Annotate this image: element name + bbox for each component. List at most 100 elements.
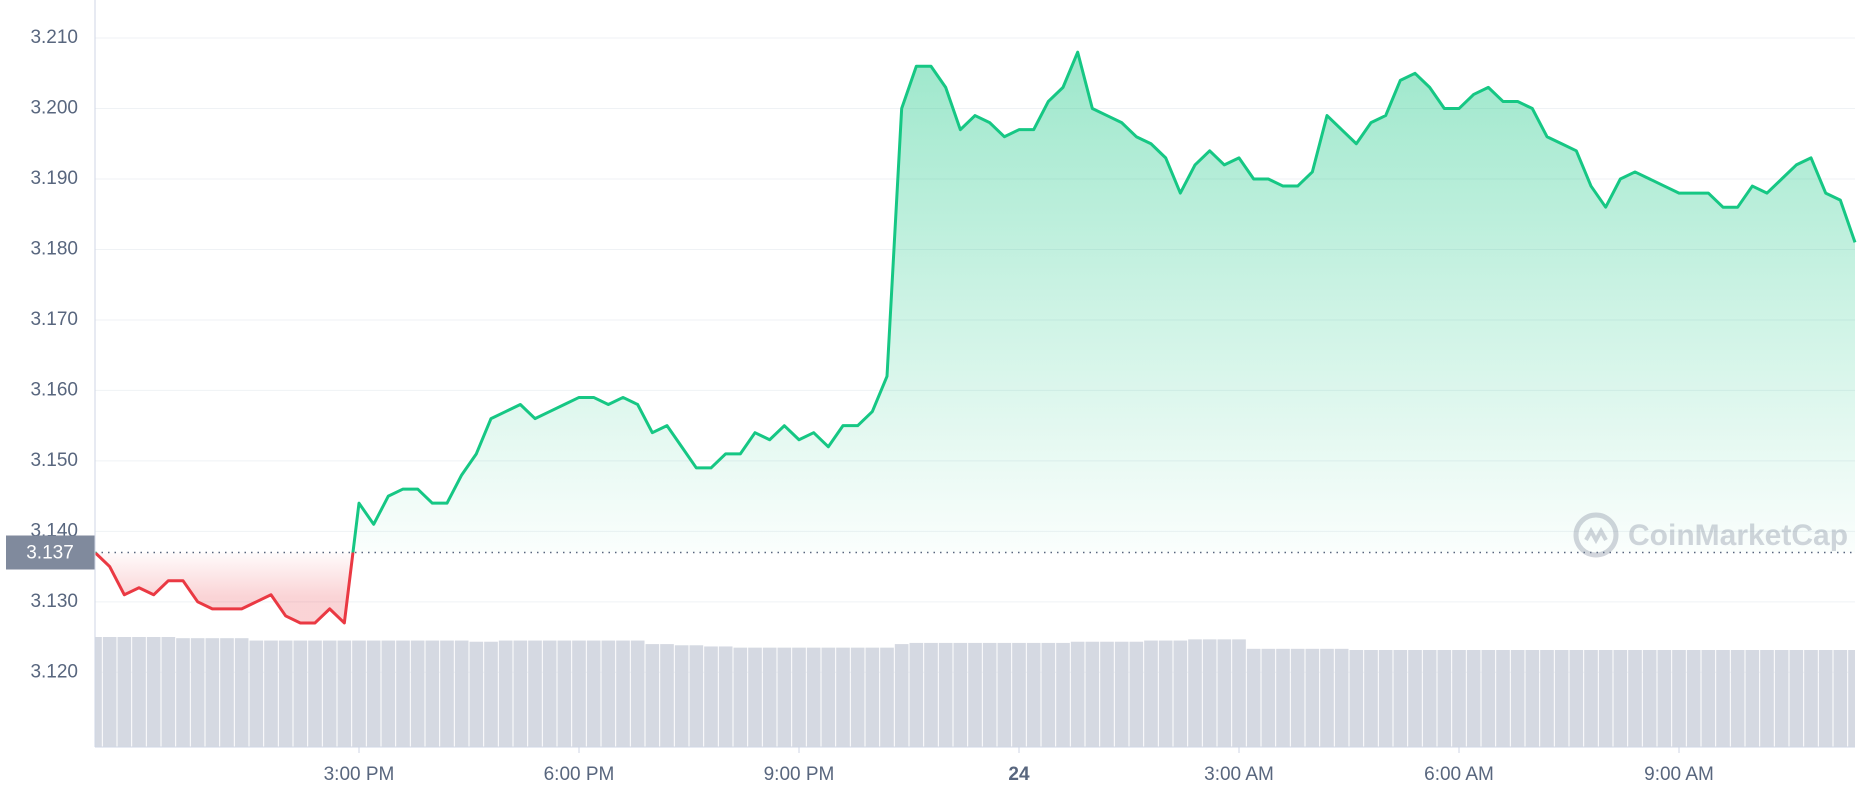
volume-bar [718, 646, 733, 747]
volume-bar [924, 642, 938, 747]
volume-bar [806, 647, 821, 747]
volume-bar [821, 647, 836, 747]
volume-bar [1496, 650, 1510, 747]
volume-bar [1408, 650, 1422, 747]
volume-bar [1246, 648, 1261, 747]
volume-bar [1613, 650, 1628, 747]
volume-bar [454, 640, 469, 747]
y-tick-label: 3.150 [30, 450, 78, 471]
volume-bar [748, 647, 762, 747]
volume-bar [220, 638, 234, 747]
volume-bar [513, 640, 528, 747]
y-tick-label: 3.170 [30, 309, 78, 330]
volume-bar [381, 640, 396, 747]
volume-bar [586, 640, 601, 747]
watermark-logo [1573, 512, 1619, 558]
volume-bar [176, 638, 190, 747]
volume-bar [1818, 650, 1833, 747]
volume-bar [1554, 650, 1569, 747]
volume-bar [1217, 639, 1232, 747]
volume-bar [1422, 650, 1437, 747]
volume-bar [997, 642, 1012, 747]
y-tick-label: 3.200 [30, 98, 78, 119]
volume-bar [674, 645, 689, 747]
volume-bar [645, 644, 660, 747]
volume-bar [1202, 639, 1217, 747]
volume-bar [1334, 648, 1349, 747]
volume-bar [601, 640, 616, 747]
volume-bar [1789, 650, 1804, 747]
volume-bar [557, 640, 572, 747]
volume-bar [337, 640, 352, 747]
volume-bar [660, 644, 674, 747]
volume-bar [894, 644, 909, 747]
volume-bar [792, 647, 806, 747]
volume-bar [1114, 641, 1129, 747]
volume-bar [762, 647, 777, 747]
volume-bar [117, 637, 132, 747]
volume-bar [1510, 650, 1525, 747]
volume-bar [1041, 642, 1056, 747]
volume-bar [1584, 650, 1598, 747]
volume-bar [440, 640, 454, 747]
volume-bar [1540, 650, 1554, 747]
volume-bar [1232, 639, 1246, 747]
volume-bar [1100, 641, 1114, 747]
volume-bar [1466, 650, 1481, 747]
volume-bar [1393, 650, 1408, 747]
volume-bar [777, 647, 792, 747]
volume-bar [498, 640, 513, 747]
volume-bar [161, 637, 176, 747]
volume-bar [1833, 650, 1848, 747]
volume-bar [1686, 650, 1701, 747]
volume-bar [205, 638, 220, 747]
x-tick-label: 3:00 AM [1204, 764, 1274, 785]
volume-bar [1569, 650, 1584, 747]
volume-bar [484, 641, 498, 747]
volume-bar [1481, 650, 1496, 747]
volume-bar [95, 637, 102, 747]
volume-bar [836, 647, 850, 747]
volume-bar [132, 637, 146, 747]
y-tick-label: 3.120 [30, 661, 78, 682]
volume-bar [1056, 642, 1070, 747]
volume-bar [425, 640, 440, 747]
volume-bar [410, 640, 425, 747]
volume-bar [704, 646, 718, 747]
x-tick-label: 9:00 PM [764, 764, 835, 785]
volume-bar [366, 640, 381, 747]
volume-bar [146, 637, 161, 747]
x-tick-label: 6:00 PM [544, 764, 615, 785]
price-area [95, 52, 1855, 623]
volume-bar [630, 640, 645, 747]
volume-bar [1290, 648, 1305, 747]
y-tick-label: 3.160 [30, 379, 78, 400]
volume-bar [528, 640, 542, 747]
volume-bar [968, 642, 982, 747]
volume-bar [1628, 650, 1642, 747]
volume-bar [1716, 650, 1730, 747]
price-line [93, 50, 1857, 625]
volume-bar [1774, 650, 1789, 747]
volume-bar [352, 640, 366, 747]
baseline-label: 3.137 [26, 543, 74, 564]
baseline-label-box [6, 535, 95, 570]
volume-bar [850, 647, 865, 747]
volume-bar [278, 640, 293, 747]
x-tick-label: 3:00 PM [324, 764, 395, 785]
volume-bar [1320, 648, 1334, 747]
volume-bar [689, 645, 704, 747]
y-tick-label: 3.180 [30, 238, 78, 259]
volume-bar [1012, 642, 1026, 747]
volume-bar [308, 640, 322, 747]
volume-bar [865, 647, 880, 747]
volume-bar [1642, 650, 1657, 747]
volume-bar [396, 640, 410, 747]
volume-bar [542, 640, 557, 747]
volume-bar [190, 638, 205, 747]
volume-bar [1026, 642, 1041, 747]
y-tick-label: 3.210 [30, 27, 78, 48]
volume-bar [469, 641, 484, 747]
